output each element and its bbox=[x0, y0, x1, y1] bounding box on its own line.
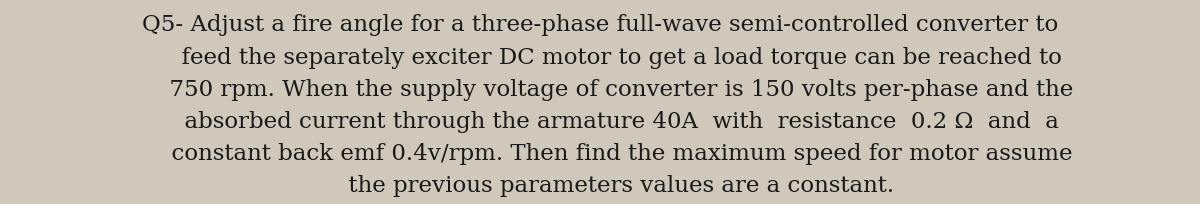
Text: 750 rpm. When the supply voltage of converter is 150 volts per-phase and the: 750 rpm. When the supply voltage of conv… bbox=[126, 79, 1074, 101]
Text: constant back emf 0.4v/rpm. Then find the maximum speed for motor assume: constant back emf 0.4v/rpm. Then find th… bbox=[127, 143, 1073, 165]
Text: the previous parameters values are a constant.: the previous parameters values are a con… bbox=[306, 175, 894, 197]
Text: absorbed current through the armature 40A  with  resistance  0.2 Ω  and  a: absorbed current through the armature 40… bbox=[142, 111, 1058, 133]
Text: feed the separately exciter DC motor to get a load torque can be reached to: feed the separately exciter DC motor to … bbox=[138, 47, 1062, 69]
Text: Q5- Adjust a fire angle for a three-phase full-wave semi-controlled converter to: Q5- Adjust a fire angle for a three-phas… bbox=[142, 14, 1058, 36]
